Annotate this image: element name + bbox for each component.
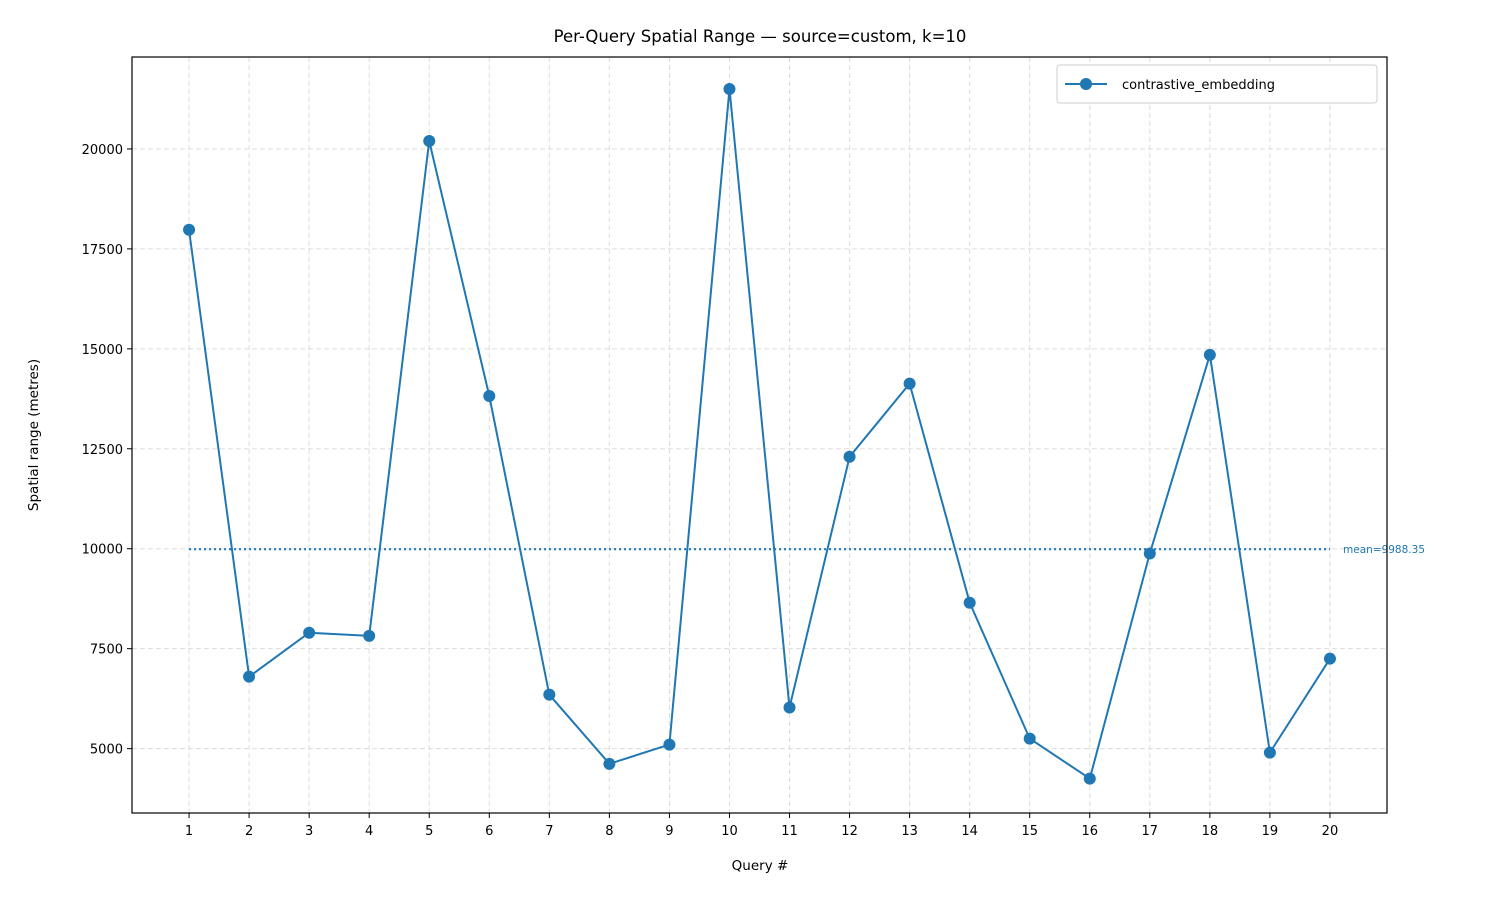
x-tick-label: 2 — [245, 824, 253, 839]
legend: contrastive_embedding — [1056, 64, 1378, 104]
chart-title: Per-Query Spatial Range — source=custom,… — [554, 27, 967, 46]
data-point — [1083, 772, 1096, 785]
x-tick-label: 13 — [901, 824, 918, 839]
x-axis-label: Query # — [732, 858, 789, 874]
data-point — [363, 629, 376, 642]
y-tick-label: 7500 — [90, 643, 123, 658]
legend-marker-sample — [1080, 78, 1092, 90]
x-tick-label: 19 — [1262, 824, 1279, 839]
data-point — [903, 377, 916, 390]
x-tick-label: 12 — [841, 824, 858, 839]
x-tick-label: 10 — [721, 824, 738, 839]
y-tick-label: 12500 — [82, 443, 123, 458]
data-point — [723, 82, 736, 95]
x-tick-label: 5 — [425, 824, 433, 839]
data-point — [483, 390, 496, 403]
y-axis-label: Spatial range (metres) — [26, 359, 42, 511]
x-tick-label: 7 — [545, 824, 553, 839]
mean-label: mean=9988.35 — [1343, 544, 1425, 556]
x-tick-label: 1 — [185, 824, 193, 839]
plot-frame — [131, 56, 1388, 814]
x-tick-label: 9 — [665, 824, 673, 839]
series-line — [188, 88, 1331, 780]
data-point — [843, 450, 856, 463]
x-tick-label: 16 — [1081, 824, 1098, 839]
data-point — [303, 626, 316, 639]
data-point — [603, 757, 616, 770]
x-tick-label: 17 — [1142, 824, 1159, 839]
data-point — [963, 596, 976, 609]
x-tick-label: 4 — [365, 824, 373, 839]
data-point — [423, 134, 436, 147]
data-point — [783, 701, 796, 714]
data-point — [1143, 547, 1156, 560]
data-point — [1323, 652, 1336, 665]
series-group — [183, 82, 1336, 785]
x-tick-label: 14 — [961, 824, 978, 839]
data-point — [243, 670, 256, 683]
grid — [132, 57, 1387, 813]
y-tick-label: 20000 — [82, 143, 123, 158]
x-tick-label: 11 — [781, 824, 798, 839]
data-point — [1023, 732, 1036, 745]
data-point — [663, 738, 676, 751]
data-point — [1263, 746, 1276, 759]
x-tick-label: 15 — [1021, 824, 1038, 839]
x-tick-label: 8 — [605, 824, 613, 839]
data-point — [183, 223, 196, 236]
y-tick-label: 15000 — [82, 343, 123, 358]
data-point — [543, 688, 556, 701]
legend-box — [1056, 64, 1378, 104]
y-tick-label: 5000 — [90, 743, 123, 758]
x-tick-label: 18 — [1202, 824, 1219, 839]
x-tick-label: 3 — [305, 824, 313, 839]
data-point — [1203, 348, 1216, 361]
legend-label: contrastive_embedding — [1122, 78, 1275, 93]
x-axis: 1 2 3 4 5 6 7 8 9 10 11 12 13 14 15 16 17 18 19 20 — [185, 813, 1338, 839]
x-tick-label: 20 — [1322, 824, 1339, 839]
y-tick-label: 17500 — [82, 243, 123, 258]
y-axis: 5000 7500 10000 12500 15000 17500 20000 — [82, 143, 132, 758]
x-tick-label: 6 — [485, 824, 493, 839]
y-tick-label: 10000 — [82, 543, 123, 558]
